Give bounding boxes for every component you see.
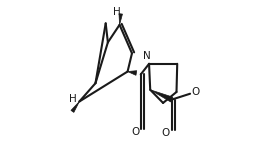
Text: N: N bbox=[143, 51, 151, 61]
Polygon shape bbox=[128, 71, 137, 75]
Text: H: H bbox=[69, 94, 77, 104]
Text: O: O bbox=[192, 87, 200, 97]
Text: H: H bbox=[113, 7, 121, 17]
Text: O: O bbox=[131, 127, 139, 137]
Polygon shape bbox=[119, 14, 122, 25]
Text: O: O bbox=[162, 128, 170, 138]
Polygon shape bbox=[71, 101, 80, 112]
Polygon shape bbox=[150, 90, 173, 102]
